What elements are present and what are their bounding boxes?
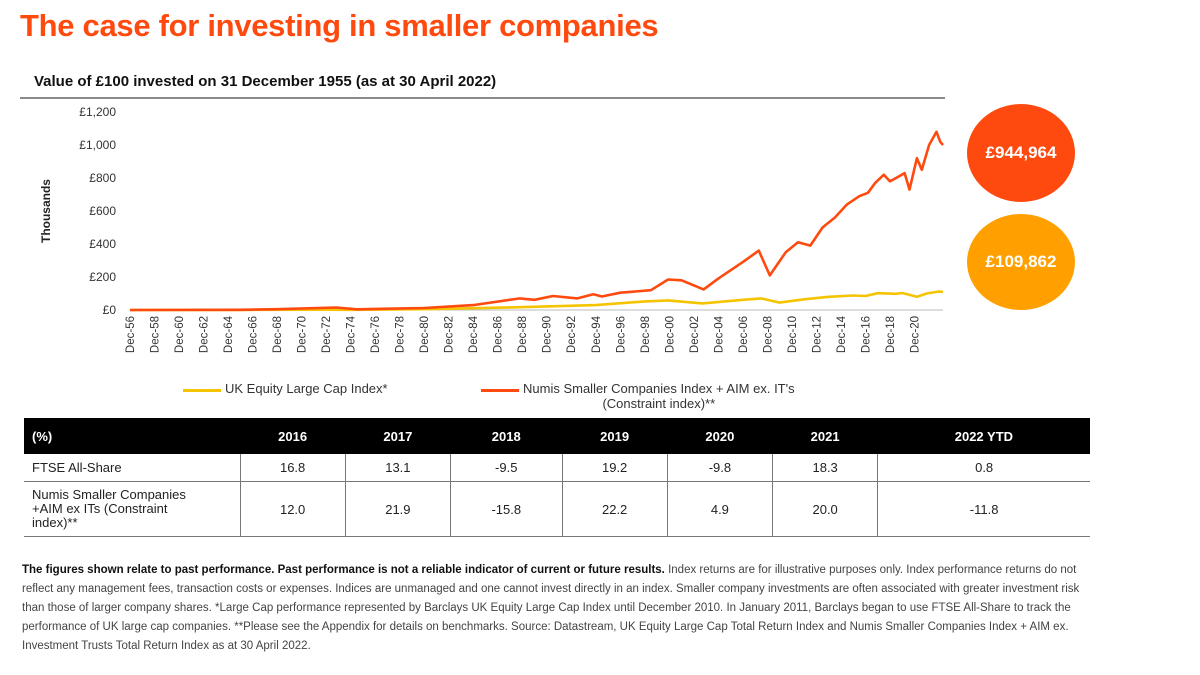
legend-smaller-companies-line2: (Constraint index)** (602, 396, 716, 411)
x-tick-label: Dec-94 (591, 315, 603, 353)
performance-table: (%) 2016 2017 2018 2019 2020 2021 2022 Y… (24, 418, 1090, 537)
x-tick-label: Dec-08 (762, 316, 774, 353)
table-corner-header: (%) (24, 418, 240, 454)
x-tick-label: Dec-90 (542, 316, 554, 353)
table-row: Numis Smaller Companies +AIM ex ITs (Con… (24, 481, 1090, 537)
page-title: The case for investing in smaller compan… (20, 8, 659, 43)
x-tick-label: Dec-86 (493, 316, 505, 353)
legend-yellow-line-icon (183, 389, 221, 392)
y-axis-title: Thousands (39, 179, 53, 243)
row-label-ftse: FTSE All-Share (24, 454, 241, 482)
x-tick-label: Dec-78 (395, 316, 407, 353)
table-header: 2021 (772, 418, 878, 454)
table-header: 2022 YTD (877, 418, 1090, 454)
smaller-companies-series-line (129, 130, 944, 312)
x-tick-label: Dec-76 (370, 316, 382, 353)
x-tick-label: Dec-60 (174, 316, 186, 353)
x-tick-label: Dec-88 (517, 316, 529, 353)
large-cap-series-line (129, 290, 944, 312)
x-tick-label: Dec-06 (738, 316, 750, 353)
chart-subtitle: Value of £100 invested on 31 December 19… (34, 73, 497, 90)
x-tick-label: Dec-66 (248, 316, 260, 353)
table-cell: -15.8 (450, 481, 563, 537)
x-tick-label: Dec-68 (272, 316, 284, 353)
x-tick-label: Dec-12 (811, 316, 823, 353)
x-tick-label: Dec-20 (909, 316, 921, 353)
y-tick-label: £800 (89, 171, 116, 185)
x-tick-label: Dec-00 (664, 316, 676, 353)
x-tick-label: Dec-70 (297, 316, 309, 353)
x-tick-label: Dec-18 (885, 316, 897, 353)
x-tick-label: Dec-74 (346, 315, 358, 353)
x-tick-label: Dec-16 (860, 316, 872, 353)
legend-smaller-companies-line1: Numis Smaller Companies Index + AIM ex. … (523, 381, 795, 396)
y-tick-label: £400 (89, 237, 116, 251)
y-tick-label: £1,000 (79, 138, 116, 152)
large-cap-end-value-badge: £109,862 (967, 214, 1075, 310)
table-cell: 18.3 (772, 454, 879, 482)
table-header: 2020 (667, 418, 773, 454)
x-tick-label: Dec-64 (223, 315, 235, 353)
table-row: FTSE All-Share 16.8 13.1 -9.5 19.2 -9.8 … (24, 454, 1090, 482)
x-tick-label: Dec-58 (150, 316, 162, 353)
disclaimer-bold: The figures shown relate to past perform… (22, 564, 665, 576)
table-header: 2017 (345, 418, 451, 454)
table-cell: 21.9 (345, 481, 452, 537)
x-tick-label: Dec-98 (640, 316, 652, 353)
table-cell: 19.2 (562, 454, 668, 482)
table-header: 2019 (562, 418, 668, 454)
legend-large-cap-label: UK Equity Large Cap Index* (225, 381, 388, 396)
table-cell: -11.8 (877, 481, 1090, 537)
x-tick-label: Dec-04 (713, 315, 725, 353)
x-tick-label: Dec-82 (444, 316, 456, 353)
smaller-companies-end-value-badge: £944,964 (967, 104, 1075, 202)
x-tick-label: Dec-92 (566, 316, 578, 353)
table-cell: 13.1 (345, 454, 452, 482)
x-tick-label: Dec-80 (419, 316, 431, 353)
table-cell: 4.9 (667, 481, 774, 537)
table-header: 2018 (450, 418, 563, 454)
x-tick-label: Dec-84 (468, 315, 480, 353)
table-header: 2016 (240, 418, 346, 454)
table-cell: 12.0 (240, 481, 346, 537)
disclaimer: The figures shown relate to past perform… (22, 561, 1094, 656)
title-divider (20, 97, 945, 99)
y-tick-label: £0 (103, 303, 117, 317)
table-cell: 20.0 (772, 481, 879, 537)
x-tick-label: Dec-96 (615, 316, 627, 353)
disclaimer-text: Index returns are for illustrative purpo… (22, 564, 1080, 652)
x-tick-label: Dec-02 (689, 316, 701, 353)
legend-orange-line-icon (481, 389, 519, 392)
table-cell: 22.2 (562, 481, 668, 537)
x-tick-label: Dec-14 (836, 315, 848, 353)
y-tick-label: £600 (89, 204, 116, 218)
x-tick-label: Dec-56 (125, 316, 137, 353)
x-tick-label: Dec-62 (199, 316, 211, 353)
table-cell: -9.5 (450, 454, 563, 482)
legend-smaller-companies-label: Numis Smaller Companies Index + AIM ex. … (523, 381, 795, 411)
table-cell: -9.8 (667, 454, 774, 482)
y-tick-label: £200 (89, 270, 116, 284)
table-header-row: (%) 2016 2017 2018 2019 2020 2021 2022 Y… (24, 418, 1090, 454)
legend-large-cap: UK Equity Large Cap Index* (183, 381, 388, 396)
y-tick-label: £1,200 (79, 105, 116, 119)
x-tick-label: Dec-72 (321, 316, 333, 353)
legend-smaller-companies: Numis Smaller Companies Index + AIM ex. … (481, 381, 795, 411)
row-label-numis: Numis Smaller Companies +AIM ex ITs (Con… (24, 481, 241, 537)
table-cell: 16.8 (240, 454, 346, 482)
line-chart: £0 £200 £400 £600 £800 £1,000 £1,200 Thousands D… (39, 105, 944, 353)
x-tick-label: Dec-10 (787, 316, 799, 353)
table-cell: 0.8 (877, 454, 1090, 482)
